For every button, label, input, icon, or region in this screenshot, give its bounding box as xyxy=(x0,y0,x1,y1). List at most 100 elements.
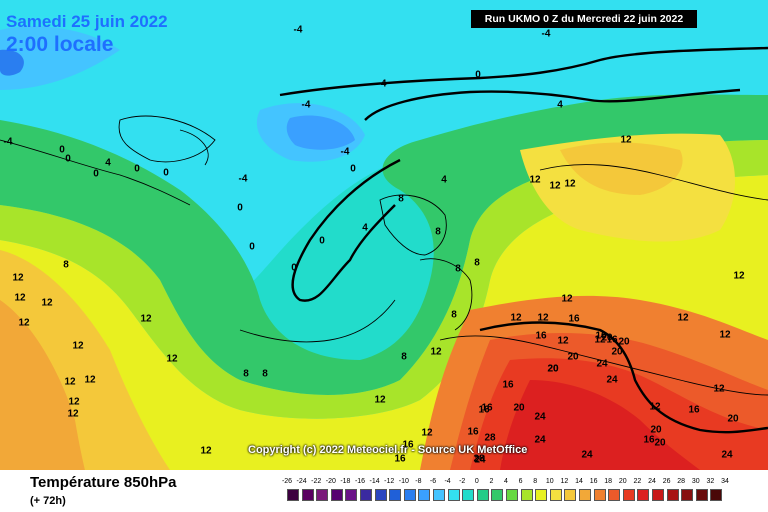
legend-tick-label: 30 xyxy=(691,478,700,485)
isotherm-label: 20 xyxy=(567,351,579,363)
legend-tick-label: 8 xyxy=(533,478,538,485)
isotherm-label: 0 xyxy=(319,235,325,247)
isotherm-label: -4 xyxy=(301,99,311,111)
isotherm-label: 4 xyxy=(362,222,368,234)
legend-tick-label: -8 xyxy=(415,478,422,485)
isotherm-label: 0 xyxy=(291,262,297,274)
legend-swatch xyxy=(608,489,621,501)
legend-tick-label: 6 xyxy=(518,478,523,485)
isotherm-label: 12 xyxy=(620,134,632,146)
legend-swatch xyxy=(403,489,416,501)
isotherm-label: 12 xyxy=(733,270,745,282)
color-scale-legend: -26 -24 -22 -20 -18 -16 -14 -12 -10 -8 -6 -4 -2 0 2 4 6 8… xyxy=(281,474,757,501)
isotherm-label: 24 xyxy=(606,374,618,386)
legend-tick-label: 34 xyxy=(721,478,729,485)
forecast-range: (+ 72h) xyxy=(30,495,66,507)
legend-swatch xyxy=(476,489,489,501)
isotherm-label: 12 xyxy=(677,312,689,324)
legend-swatch xyxy=(520,489,533,501)
legend-swatch xyxy=(491,489,504,501)
isotherm-label: 12 xyxy=(594,334,606,346)
isotherm-label: 28 xyxy=(473,453,485,465)
isotherm-label: 12 xyxy=(713,383,725,395)
legend-swatch xyxy=(622,489,635,501)
isotherm-label: -4 xyxy=(541,28,551,40)
legend-swatch xyxy=(579,489,591,501)
isotherm-label: 4 xyxy=(557,99,563,111)
isotherm-label: -4 xyxy=(293,24,303,36)
isotherm-label: -4 xyxy=(340,146,350,158)
isotherm-label: 16 xyxy=(643,434,655,446)
isotherm-label: 0 xyxy=(163,167,169,179)
legend-tick-label: 32 xyxy=(706,478,715,485)
legend-swatch xyxy=(462,489,475,501)
isotherm-label: 12 xyxy=(557,335,569,347)
legend-swatch xyxy=(374,489,387,501)
legend-swatch xyxy=(681,489,694,501)
isotherm-label: 24 xyxy=(534,434,546,446)
legend-tick-label: 14 xyxy=(575,478,583,485)
legend-tick-label: 24 xyxy=(648,478,656,485)
legend-tick-label: 0 xyxy=(474,478,479,485)
isotherm-label: 20 xyxy=(547,363,559,375)
legend-swatch xyxy=(593,489,606,501)
forecast-local-time: 2:00 locale xyxy=(6,33,114,56)
isotherm-label: -4 xyxy=(238,173,248,185)
map-canvas xyxy=(0,0,768,470)
isotherm-label: 24 xyxy=(474,454,486,466)
isotherm-label: 12 xyxy=(140,313,152,325)
legend-swatch xyxy=(535,489,548,501)
legend-tick-label: 22 xyxy=(633,478,642,485)
isotherm-label: 12 xyxy=(649,401,661,413)
isotherm-label: 20 xyxy=(601,332,613,344)
legend-tick-label: -26 xyxy=(281,478,293,485)
isotherm-label: 8 xyxy=(435,226,441,238)
isotherm-label: 16 xyxy=(481,402,493,414)
isotherm-label: 12 xyxy=(719,329,731,341)
isotherm-label: 12 xyxy=(72,340,84,352)
isotherm-label: 16 xyxy=(595,330,607,342)
isotherm-label: -4 xyxy=(3,136,13,148)
isotherm-label: 12 xyxy=(430,346,442,358)
isotherm-label: 8 xyxy=(243,368,249,380)
isotherm-label: 16 xyxy=(568,313,580,325)
legend-swatch xyxy=(506,489,518,501)
isotherm-label: 12 xyxy=(64,376,76,388)
legend-tick-label: -2 xyxy=(459,478,466,485)
isotherm-label: 24 xyxy=(581,449,593,461)
isotherm-label: 20 xyxy=(654,437,666,449)
legend-swatch xyxy=(447,489,460,501)
legend-tick-label: -14 xyxy=(369,478,380,485)
legend-swatch xyxy=(301,489,314,501)
isotherm-label: 8 xyxy=(401,351,407,363)
isotherm-label: 12 xyxy=(561,293,573,305)
isotherm-label: 12 xyxy=(68,396,80,408)
legend-tick-label: 16 xyxy=(589,478,598,485)
legend-tick-label: 2 xyxy=(489,478,494,485)
isotherm-label: 8 xyxy=(262,368,268,380)
isotherm-label: 12 xyxy=(374,394,386,406)
isotherm-label: 0 xyxy=(350,163,356,175)
forecast-date: Samedi 25 juin 2022 xyxy=(6,12,168,31)
legend-tick-label: -20 xyxy=(325,478,336,485)
isotherm-label: 16 xyxy=(402,439,414,451)
isotherm-label: 0 xyxy=(134,163,140,175)
legend-swatch xyxy=(695,489,708,501)
legend-tick-label: -18 xyxy=(340,478,351,485)
isotherm-label: 8 xyxy=(63,259,69,271)
isotherm-label: 12 xyxy=(510,312,522,324)
legend-swatch xyxy=(652,489,664,501)
legend-tick-label: -16 xyxy=(354,478,366,485)
legend-tick-label: 28 xyxy=(677,478,686,485)
isotherm-label: 12 xyxy=(564,178,576,190)
isotherm-label: 12 xyxy=(18,317,30,329)
legend-tick-label: 18 xyxy=(604,478,613,485)
isotherm-label: 16 xyxy=(688,404,700,416)
legend-swatch xyxy=(433,489,445,501)
isotherm-label: 20 xyxy=(727,413,739,425)
isotherm-label: 0 xyxy=(237,202,243,214)
isotherm-label: 12 xyxy=(41,297,53,309)
isotherm-label: 24 xyxy=(596,358,608,370)
isotherm-label: 12 xyxy=(84,374,96,386)
isotherm-label: 12 xyxy=(14,292,26,304)
